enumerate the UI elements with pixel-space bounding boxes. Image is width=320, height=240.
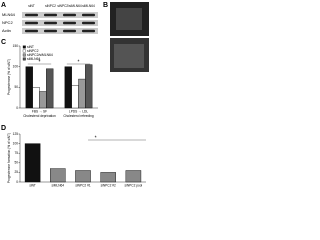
x-sublabel: Cholesterol deprivation bbox=[23, 114, 56, 118]
annotation: * bbox=[95, 135, 97, 141]
column-label: siNPC2 bbox=[45, 4, 56, 8]
bar bbox=[46, 68, 54, 109]
annotation: * bbox=[78, 59, 80, 65]
legend-swatch bbox=[22, 49, 26, 53]
x-tick-label: LPDS → LDL bbox=[69, 109, 88, 113]
blot-band bbox=[82, 13, 95, 17]
blot-band bbox=[44, 13, 57, 17]
bar bbox=[78, 78, 86, 109]
x-tick-label: siNPC2 #2 bbox=[101, 183, 116, 187]
column-label: siNT bbox=[28, 4, 35, 8]
legend-swatch bbox=[22, 53, 26, 57]
y-tick-label: 25 bbox=[14, 170, 18, 174]
y-tick-label: 50 bbox=[14, 161, 18, 165]
blot-band bbox=[63, 29, 76, 33]
y-axis-label: Progesterone formation (% of siNT) bbox=[7, 133, 11, 183]
cell-texture bbox=[116, 8, 142, 30]
figure: A B siNT siNPC2 siNPC2/siMLN64 siMLN64MLN64… bbox=[1, 2, 149, 187]
blot-band bbox=[63, 21, 76, 25]
y-tick-label: 125 bbox=[13, 132, 19, 136]
blot-strip bbox=[22, 12, 98, 18]
bar bbox=[71, 85, 79, 109]
x-tick-label: siNT bbox=[29, 183, 36, 187]
legend-swatch bbox=[22, 45, 26, 49]
y-axis-label: Progesterone (% of siNT) bbox=[7, 59, 11, 95]
legend-label: siNPC2 bbox=[27, 49, 39, 53]
column-label: siNPC2/siMLN64 bbox=[57, 4, 81, 8]
blot-band bbox=[82, 21, 95, 25]
x-sublabel: Cholesterol refeeding bbox=[63, 114, 94, 118]
bar bbox=[39, 91, 47, 109]
bar bbox=[75, 170, 91, 183]
panel-letter: C bbox=[1, 39, 6, 46]
x-tick-label: siMLN64 bbox=[52, 183, 65, 187]
blot-band bbox=[82, 29, 95, 33]
y-tick-label: 100 bbox=[13, 141, 19, 145]
blot-band bbox=[44, 21, 57, 25]
row-label: MLN64 bbox=[2, 12, 16, 17]
x-tick-label: FBS → SF bbox=[32, 109, 47, 113]
bar bbox=[32, 87, 40, 109]
legend-label: siNT bbox=[27, 45, 34, 49]
y-tick-label: 50 bbox=[14, 85, 18, 89]
blot-band bbox=[25, 21, 38, 25]
bar bbox=[64, 66, 72, 109]
blot-strip bbox=[22, 28, 98, 34]
bar bbox=[24, 143, 41, 183]
legend-label: siNPC2/siMLN64 bbox=[27, 53, 53, 57]
cell-texture bbox=[114, 44, 144, 68]
bar bbox=[85, 64, 93, 109]
blot-band bbox=[25, 13, 38, 17]
blot-strip bbox=[22, 20, 98, 26]
panel-letter: A bbox=[1, 2, 6, 9]
page: {"panel_a": {"letter": "A", "columns": [… bbox=[0, 0, 150, 196]
x-tick-label: siNPC2 pool bbox=[125, 183, 143, 187]
panel-letter: D bbox=[1, 125, 6, 132]
blot-band bbox=[25, 29, 38, 33]
y-tick-label: 0 bbox=[16, 106, 18, 110]
panel-letter: B bbox=[103, 2, 108, 9]
bar bbox=[50, 168, 66, 183]
legend-swatch bbox=[22, 57, 26, 61]
y-tick-label: 100 bbox=[13, 65, 19, 69]
blot-band bbox=[44, 29, 57, 33]
y-tick-label: 150 bbox=[13, 44, 19, 48]
legend-label: siMLN64 bbox=[27, 57, 40, 61]
bar bbox=[100, 172, 116, 183]
annotation: * bbox=[39, 59, 41, 65]
column-label: siMLN64 bbox=[82, 4, 95, 8]
y-tick-label: 75 bbox=[14, 151, 18, 155]
bar bbox=[125, 170, 142, 183]
blot-band bbox=[63, 13, 76, 17]
y-tick-label: 0 bbox=[16, 180, 18, 184]
x-tick-label: siNPC2 #1 bbox=[75, 183, 90, 187]
micrograph bbox=[110, 38, 149, 72]
row-label: Actin bbox=[2, 28, 11, 33]
row-label: NPC2 bbox=[2, 20, 13, 25]
bar bbox=[25, 66, 33, 109]
